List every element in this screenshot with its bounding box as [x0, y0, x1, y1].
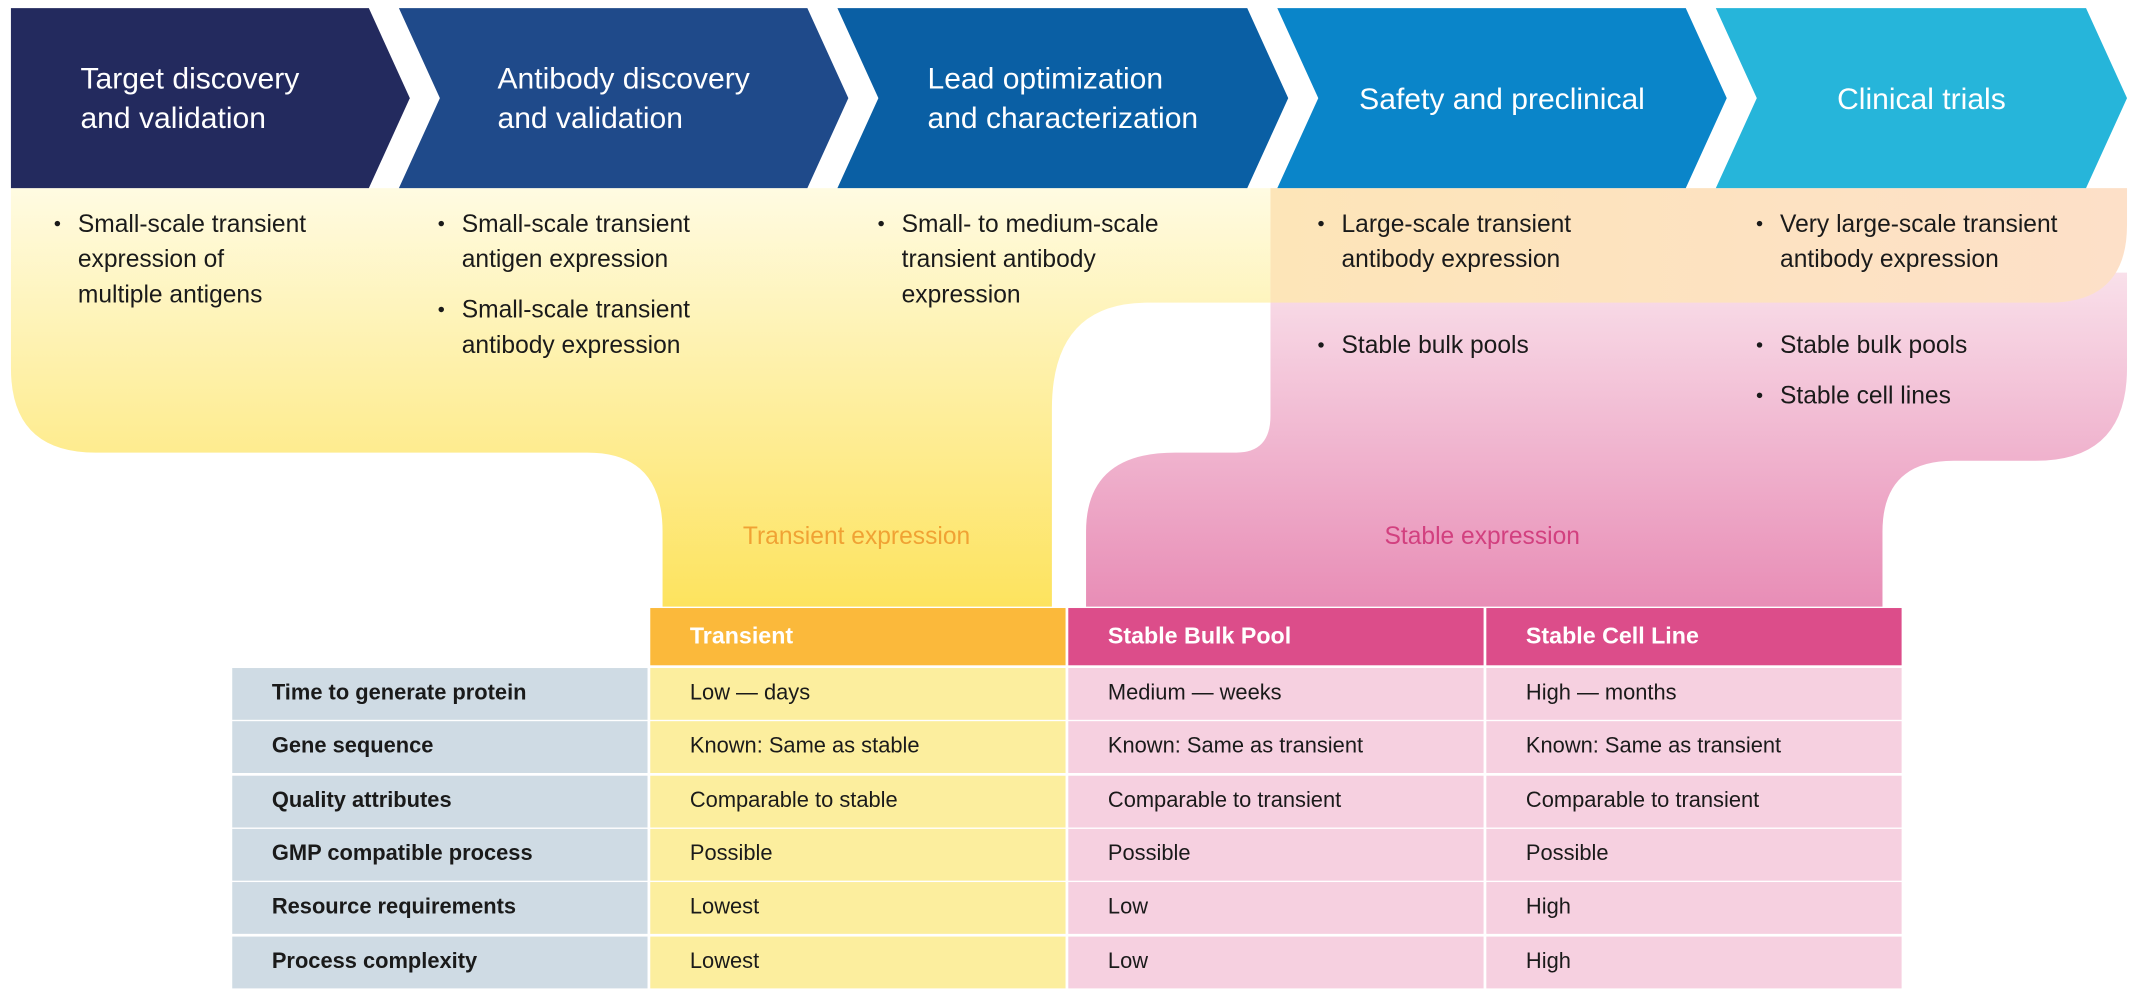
table-header: Stable Cell Line — [1486, 608, 1902, 666]
stage-title: Clinical trials — [1837, 81, 2006, 116]
table-header: Transient — [650, 608, 1066, 666]
bullet: Large-scale transient antibody expressio… — [1318, 206, 1571, 277]
bullet: Small- to medium-scale transient antibod… — [878, 206, 1159, 312]
table-cell: Lowest — [650, 882, 1066, 935]
row-label: Time to generate protein — [232, 668, 648, 720]
stage-title: Antibody discovery and validation — [497, 61, 750, 135]
stage-title-box: Safety and preclinical — [1318, 8, 1685, 188]
stage-arrow — [10, 8, 410, 189]
row-label: Quality attributes — [232, 775, 648, 827]
table-cell: Known: Same as stable — [650, 721, 1066, 774]
row-label: GMP compatible process — [232, 828, 648, 881]
band-label: Stable expression — [1384, 522, 1580, 550]
table-cell: Possible — [1486, 828, 1902, 881]
stage-title-box: Clinical trials — [1757, 8, 2086, 188]
table-header: Stable Bulk Pool — [1068, 608, 1484, 666]
stage-title-box: Lead optimization and characterization — [878, 8, 1247, 188]
table-cell: High — months — [1486, 668, 1902, 720]
stable-area — [1086, 272, 2128, 607]
bullet: Small-scale transient antigen expression — [438, 206, 690, 277]
table-cell: Comparable to transient — [1068, 775, 1484, 827]
table-cell: Possible — [650, 828, 1066, 881]
table-cell: Medium — weeks — [1068, 668, 1484, 720]
bullet: Stable cell lines — [1756, 378, 1951, 413]
stage-title-box: Antibody discovery and validation — [440, 8, 807, 188]
table-cell: High — [1486, 935, 1902, 988]
bullet: Small-scale transient expression of mult… — [54, 206, 306, 312]
table-cell: Low — [1068, 935, 1484, 988]
row-label: Process complexity — [232, 935, 648, 988]
row-label: Gene sequence — [232, 721, 648, 774]
row-label: Resource requirements — [232, 882, 648, 935]
bullet: Small-scale transient antibody expressio… — [438, 292, 690, 363]
table-cell: Possible — [1068, 828, 1484, 881]
bullet: Very large-scale transient antibody expr… — [1756, 206, 2057, 277]
bullet: Stable bulk pools — [1318, 327, 1529, 362]
stage-title-box: Target discovery and validation — [11, 8, 369, 188]
transient-area — [10, 188, 1271, 607]
stage-arrow — [837, 8, 1289, 189]
band-label: Transient expression — [742, 522, 971, 550]
stage-title: Target discovery and validation — [80, 61, 300, 135]
table-cell: Low — [1068, 882, 1484, 935]
stage-arrow — [398, 8, 849, 189]
table-cell: Lowest — [650, 935, 1066, 988]
table-cell: Known: Same as transient — [1068, 721, 1484, 774]
table-cell: Comparable to stable — [650, 775, 1066, 827]
table-cell: Low — days — [650, 668, 1066, 720]
stage-title: Lead optimization and characterization — [927, 61, 1199, 135]
stage-arrow — [1277, 8, 1727, 189]
table-cell: High — [1486, 882, 1902, 935]
transient-late-area — [1270, 188, 2128, 303]
bullet: Stable bulk pools — [1756, 327, 1967, 362]
stage-title: Safety and preclinical — [1359, 81, 1645, 116]
stage-arrow — [1715, 8, 2128, 189]
table-cell: Known: Same as transient — [1486, 721, 1902, 774]
table-cell: Comparable to transient — [1486, 775, 1902, 827]
